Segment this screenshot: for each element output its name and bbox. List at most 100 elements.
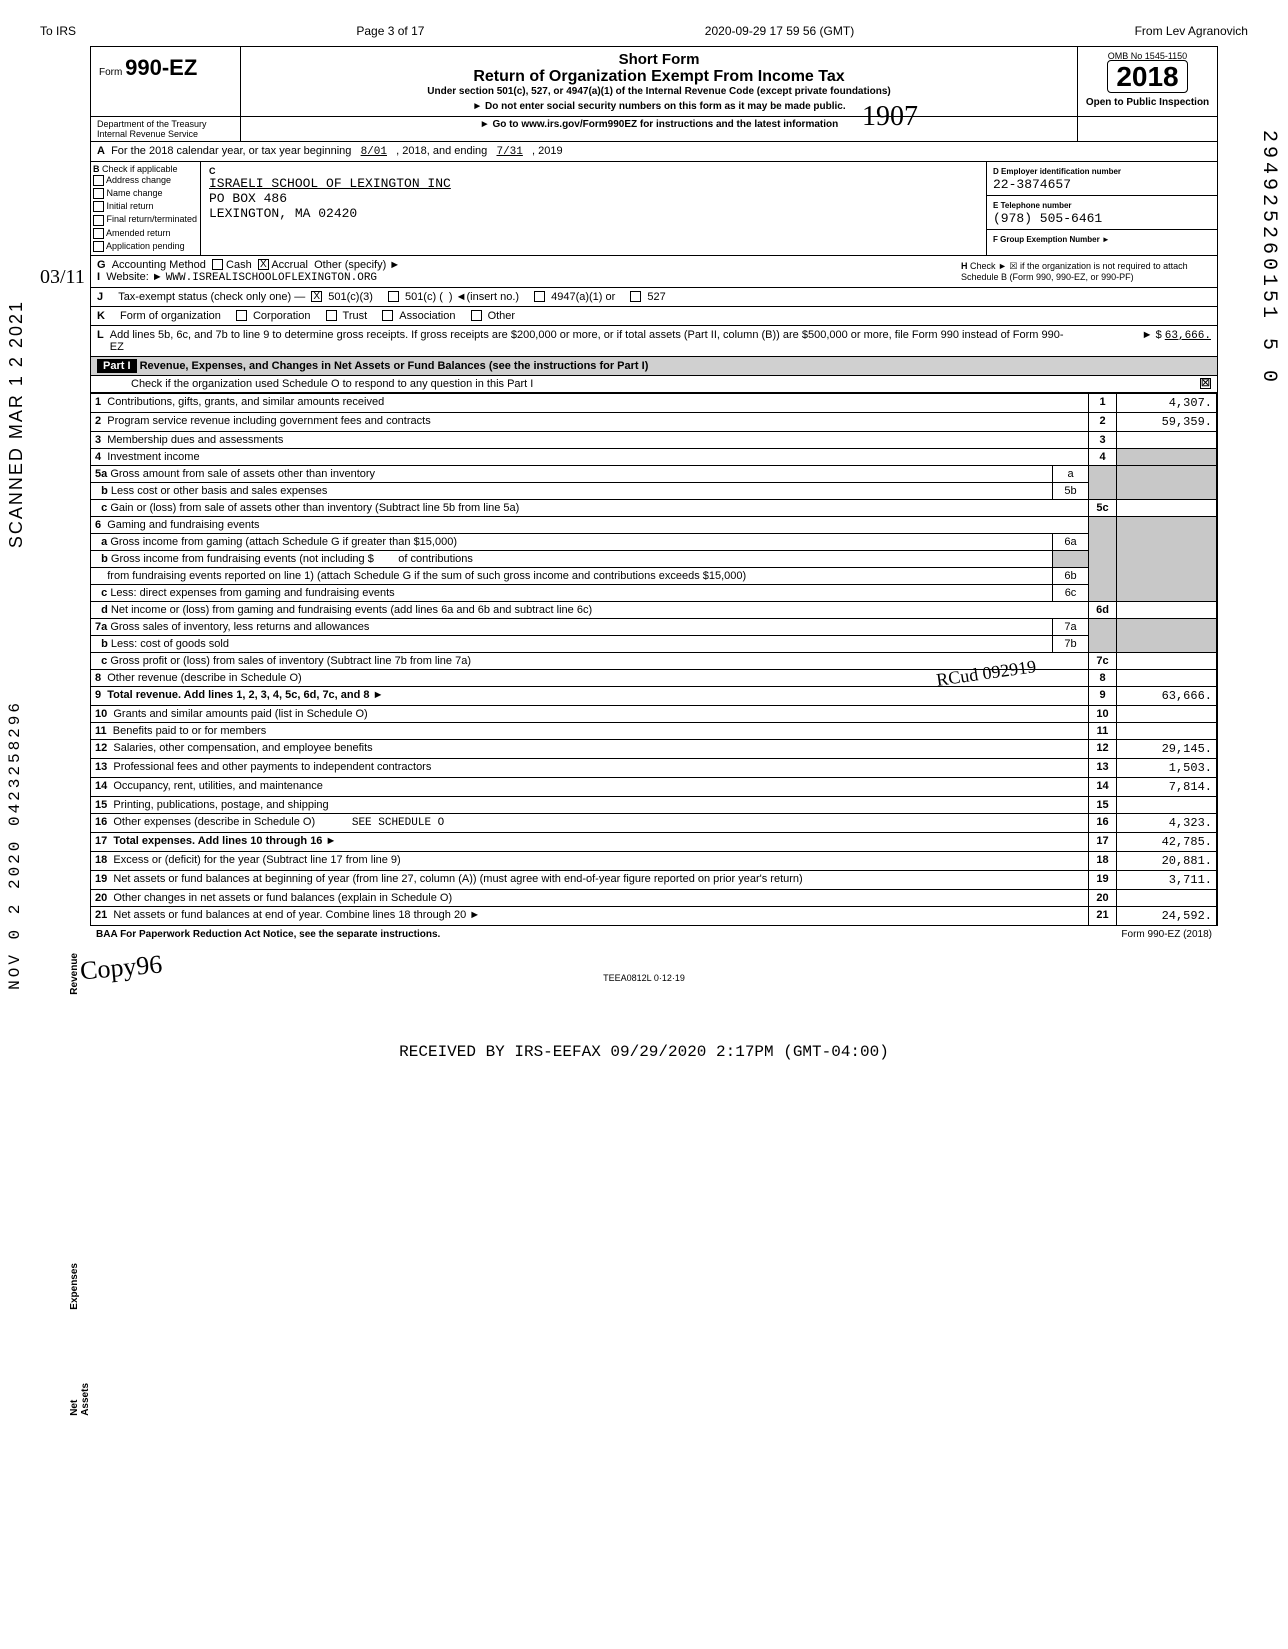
- amt-18: 20,881.: [1117, 851, 1217, 870]
- part1-sub-check[interactable]: ☒: [1200, 378, 1211, 389]
- form-label: Form: [99, 67, 122, 78]
- part1-sub: Check if the organization used Schedule …: [91, 376, 1217, 393]
- chk-cash[interactable]: [212, 259, 223, 270]
- chk-name: Name change: [93, 187, 198, 200]
- amt-16: 4,323.: [1117, 813, 1217, 832]
- right-barcode-number: 294925260151 5 0: [1257, 130, 1280, 386]
- line-7c: c Gross profit or (loss) from sales of i…: [91, 652, 1217, 669]
- footer-code: TEEA0812L 0·12·19: [40, 973, 1248, 983]
- chk-assoc[interactable]: [382, 310, 393, 321]
- part1-label: Part I: [97, 359, 137, 373]
- amt-10: [1117, 705, 1217, 722]
- header-from: From Lev Agranovich: [1135, 24, 1248, 38]
- line-3: 3 Membership dues and assessments3: [91, 431, 1217, 448]
- side-expenses: Expenses: [69, 1263, 80, 1310]
- line-18: 18 Excess or (deficit) for the year (Sub…: [91, 851, 1217, 870]
- line-15: 15 Printing, publications, postage, and …: [91, 796, 1217, 813]
- line-19: 19 Net assets or fund balances at beginn…: [91, 870, 1217, 889]
- line-21: 21 Net assets or fund balances at end of…: [91, 906, 1217, 925]
- chk-final: Final return/terminated: [93, 213, 198, 226]
- col-b: B Check if applicable Address change Nam…: [91, 162, 201, 255]
- line-16: 16 Other expenses (describe in Schedule …: [91, 813, 1217, 832]
- label-l: L: [97, 329, 104, 341]
- open-inspection: Open to Public Inspection: [1082, 97, 1213, 108]
- amt-21: 24,592.: [1117, 906, 1217, 925]
- subtitle: Under section 501(c), 527, or 4947(a)(1)…: [245, 86, 1073, 97]
- line-10: 10 Grants and similar amounts paid (list…: [91, 705, 1217, 722]
- baa-row: BAA For Paperwork Reduction Act Notice, …: [90, 926, 1218, 943]
- end-date: 7/31: [496, 146, 522, 158]
- header-page: Page 3 of 17: [356, 24, 424, 38]
- line-20: 20 Other changes in net assets or fund b…: [91, 889, 1217, 906]
- check-if-applicable: Check if applicable: [102, 164, 178, 174]
- org-city: LEXINGTON, MA 02420: [209, 206, 978, 221]
- chk-addr: Address change: [93, 174, 198, 187]
- lines-table: 1 Contributions, gifts, grants, and simi…: [91, 393, 1217, 925]
- year-cell: OMB No 1545-1150 2018 Open to Public Ins…: [1077, 47, 1217, 116]
- header-to: To IRS: [40, 24, 76, 38]
- amt-6d: [1117, 601, 1217, 618]
- arrow-line-1: ► Do not enter social security numbers o…: [245, 101, 1073, 112]
- left-numbers: NOV 0 2 2020 0423258296: [6, 700, 24, 990]
- col-c: C ISRAELI SCHOOL OF LEXINGTON INC PO BOX…: [201, 162, 987, 255]
- line-9: 9 Total revenue. Add lines 1, 2, 3, 4, 5…: [91, 686, 1217, 705]
- row-j: J Tax-exempt status (check only one) — X…: [91, 288, 1217, 307]
- chk-527[interactable]: [630, 291, 641, 302]
- line-4: 4 Investment income4: [91, 448, 1217, 465]
- part1-sub-text: Check if the organization used Schedule …: [131, 378, 1200, 390]
- begin-date: 8/01: [361, 146, 387, 158]
- chk-other[interactable]: [471, 310, 482, 321]
- label-c: C: [209, 166, 216, 176]
- line-2: 2 Program service revenue including gove…: [91, 412, 1217, 431]
- line-5c: c Gain or (loss) from sale of assets oth…: [91, 499, 1217, 516]
- page-header: To IRS Page 3 of 17 2020-09-29 17 59 56 …: [40, 20, 1248, 46]
- amt-15: [1117, 796, 1217, 813]
- row-k: K Form of organization Corporation Trust…: [91, 307, 1217, 326]
- line-5a: 5a Gross amount from sale of assets othe…: [91, 465, 1217, 482]
- label-j: J: [97, 291, 103, 303]
- line-6c: c Less: direct expenses from gaming and …: [91, 584, 1217, 601]
- ein: 22-3874657: [993, 177, 1071, 192]
- amt-9: 63,666.: [1117, 686, 1217, 705]
- line-6b2: from fundraising events reported on line…: [91, 567, 1217, 584]
- see-schedule-o: SEE SCHEDULE O: [352, 817, 444, 829]
- tax-year: 2018: [1107, 60, 1187, 93]
- row-e: E Telephone number (978) 505-6461: [987, 196, 1217, 230]
- form-number: 990-EZ: [125, 55, 197, 80]
- line-6d: d Net income or (loss) from gaming and f…: [91, 601, 1217, 618]
- h-text: Check ► ☒ if the organization is not req…: [961, 261, 1188, 282]
- line-13: 13 Professional fees and other payments …: [91, 758, 1217, 777]
- amt-20: [1117, 889, 1217, 906]
- label-h: H: [961, 261, 968, 271]
- chk-accrual[interactable]: X: [258, 259, 269, 270]
- label-i: I: [97, 271, 100, 283]
- row-a-text: For the 2018 calendar year, or tax year …: [111, 145, 351, 157]
- org-po: PO BOX 486: [209, 191, 978, 206]
- title-block: Form 990-EZ Short Form Return of Organiz…: [91, 47, 1217, 117]
- part1-header: Part I Revenue, Expenses, and Changes in…: [91, 357, 1217, 376]
- amt-12: 29,145.: [1117, 739, 1217, 758]
- form-number-cell: Form 990-EZ: [91, 47, 241, 116]
- return-title: Return of Organization Exempt From Incom…: [245, 68, 1073, 86]
- goto-line: ► Go to www.irs.gov/Form990EZ for instru…: [241, 117, 1077, 141]
- amt-11: [1117, 722, 1217, 739]
- chk-501c3[interactable]: X: [311, 291, 322, 302]
- acct-method: Accounting Method: [112, 259, 206, 271]
- line-12: 12 Salaries, other compensation, and emp…: [91, 739, 1217, 758]
- label-k: K: [97, 310, 105, 322]
- col-def: D Employer identification number 22-3874…: [987, 162, 1217, 255]
- chk-corp[interactable]: [236, 310, 247, 321]
- amt-13: 1,503.: [1117, 758, 1217, 777]
- chk-501c[interactable]: [388, 291, 399, 302]
- short-form-label: Short Form: [245, 51, 1073, 68]
- chk-4947[interactable]: [534, 291, 545, 302]
- line-8: 8 Other revenue (describe in Schedule O)…: [91, 669, 1217, 686]
- baa-right: Form 990-EZ (2018): [1121, 929, 1212, 940]
- chk-trust[interactable]: [326, 310, 337, 321]
- row-a-endyear: , 2019: [532, 145, 563, 157]
- amt-14: 7,814.: [1117, 777, 1217, 796]
- amt-7c: [1117, 652, 1217, 669]
- row-k-text: Form of organization: [120, 310, 221, 322]
- row-g: G Accounting Method Cash X Accrual Other…: [91, 256, 1217, 288]
- label-g: G: [97, 259, 106, 271]
